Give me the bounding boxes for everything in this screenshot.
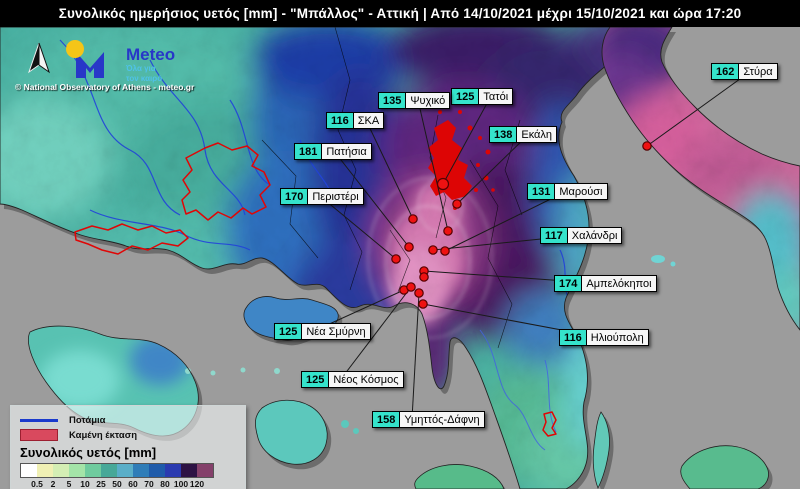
station-dot	[404, 242, 414, 252]
station-connector-line	[442, 95, 492, 185]
station-dot	[642, 141, 652, 151]
colorbar-tick: 5	[66, 479, 72, 489]
colorbar-tick: 50	[112, 479, 122, 489]
legend-burnt-row: Καμένη έκταση	[20, 429, 236, 441]
station-connector-line	[444, 190, 568, 252]
colorbar-tick: 60	[128, 479, 138, 489]
station-dot	[436, 177, 450, 191]
colorbar-segment	[181, 464, 197, 477]
colorbar-tick: 100	[173, 479, 189, 489]
station-connector-line	[417, 99, 449, 232]
legend-title: Συνολικός υετός [mm]	[20, 445, 157, 460]
station-dot	[418, 299, 428, 309]
colorbar-tick: 2	[50, 479, 56, 489]
colorbar-tick: 70	[144, 479, 154, 489]
precipitation-colorbar	[20, 463, 214, 478]
station-dot	[414, 288, 424, 298]
map-title: Συνολικός ημερήσιος υετός [mm] - "Μπάλλο…	[58, 6, 742, 21]
station-dot	[440, 246, 450, 256]
legend-rivers-label: Ποτάμια	[69, 415, 106, 426]
copyright-text: © National Observatory of Athens - meteo…	[15, 82, 195, 92]
station-dot	[406, 282, 416, 292]
legend-panel: Ποτάμια Καμένη έκταση Συνολικός υετός [m…	[10, 405, 246, 489]
colorbar-segment	[117, 464, 133, 477]
colorbar-segment	[85, 464, 101, 477]
station-dot	[391, 254, 401, 264]
station-dots	[391, 141, 652, 309]
title-bar: Συνολικός ημερήσιος υετός [mm] - "Μπάλλο…	[0, 0, 800, 27]
colorbar-tick: 10	[80, 479, 90, 489]
station-connector-line	[456, 133, 530, 205]
colorbar-tick: 80	[160, 479, 170, 489]
colorbar-segment	[53, 464, 69, 477]
colorbar-segment	[149, 464, 165, 477]
colorbar-segment	[37, 464, 53, 477]
colorbar-segment	[133, 464, 149, 477]
burnt-area-outlines	[74, 142, 557, 437]
station-connector-line	[365, 119, 414, 220]
station-connector-line	[333, 150, 410, 248]
station-dot	[443, 226, 453, 236]
logo-brand-text: Meteo	[126, 45, 176, 64]
station-dot	[408, 214, 418, 224]
station-connector-line	[319, 195, 397, 260]
station-connector-line	[646, 70, 752, 147]
logo-tagline-2: τον καιρό	[126, 74, 163, 83]
colorbar-segment	[101, 464, 117, 477]
station-connector-line	[411, 292, 420, 420]
river-line-swatch	[20, 419, 58, 422]
legend-rivers-row: Ποτάμια	[20, 415, 236, 426]
station-dot	[428, 245, 438, 255]
colorbar-tick: 0.5	[31, 479, 43, 489]
burnt-area-swatch	[20, 429, 58, 441]
meteo-logo-mark	[66, 40, 104, 78]
colorbar-tick: 120	[189, 479, 205, 489]
colorbar-tick-labels: 0.5 2 5 10 25 50 60 70 80 100 120	[20, 479, 214, 489]
logo-tagline-1: Όλα για	[126, 64, 156, 73]
colorbar-segment	[165, 464, 181, 477]
north-arrow-icon	[27, 42, 51, 79]
colorbar-segment	[21, 464, 37, 477]
colorbar-segment	[69, 464, 85, 477]
legend-burnt-label: Καμένη έκταση	[69, 429, 138, 441]
meteo-logo: Meteo Όλα για τον καιρό	[62, 38, 175, 83]
station-connector-line	[340, 286, 412, 380]
colorbar-segment	[197, 464, 213, 477]
station-dot	[419, 272, 429, 282]
colorbar-tick: 25	[96, 479, 106, 489]
station-dot	[452, 199, 462, 209]
